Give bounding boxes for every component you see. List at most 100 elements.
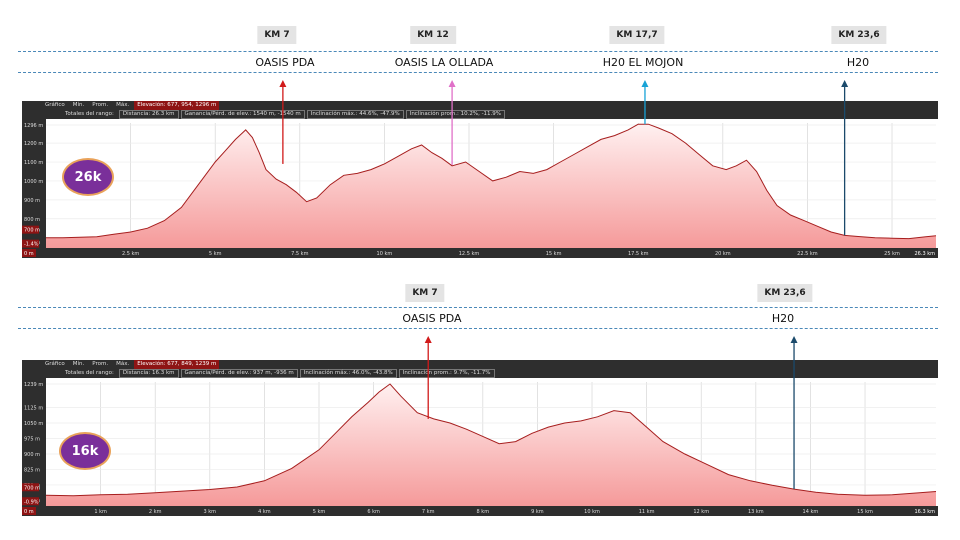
place-label-1: OASIS PDA bbox=[402, 312, 462, 325]
stats-avg-incline: Inclinación prom.: 10.2%, -11.9% bbox=[405, 110, 506, 119]
stats-row-2: Totales del rango: Distancia: 16.3 km Gana… bbox=[22, 369, 497, 378]
stats-totals-label: Totales del rango: bbox=[65, 370, 114, 376]
stats-gain: Ganancia/Pérd. de elev.: 937 m, -936 m bbox=[180, 369, 298, 378]
elevation-profile: Gráfico Mín. Prom. Máx. Elevación: 677, 849,… bbox=[22, 336, 938, 516]
x-start-box bbox=[22, 249, 36, 257]
stats-totals-label: Totales del rango: bbox=[65, 111, 114, 117]
x-tick-label: 1 km bbox=[94, 509, 107, 515]
y-tick-label: 825 m bbox=[24, 467, 40, 473]
stats-distance: Distancia: 16.3 km bbox=[118, 369, 179, 378]
checkpoint-arrow-head bbox=[841, 80, 849, 87]
y-tick-label: 1125 m bbox=[24, 406, 43, 412]
place-label-2: H20 bbox=[771, 312, 795, 325]
elevation-line bbox=[46, 123, 937, 240]
x-end-label: 26.3 km bbox=[915, 251, 936, 257]
x-tick-label: 22.5 km bbox=[797, 251, 818, 257]
start-grade-label: -1.4% bbox=[24, 242, 39, 248]
place-label-2: OASIS LA OLLADA bbox=[394, 56, 494, 69]
stats-bar: Gráfico Mín. Prom. Máx. Elevación: 677, 954,… bbox=[22, 101, 938, 119]
start-grade-label: -0.9% bbox=[24, 499, 39, 505]
place-label-4: H20 bbox=[846, 56, 870, 69]
x-axis-panel bbox=[22, 506, 938, 516]
km-label-1: KM 7 bbox=[405, 284, 445, 302]
y-tick-label: 800 m bbox=[24, 217, 40, 223]
divider-line bbox=[18, 328, 938, 329]
x-tick-label: 2.5 km bbox=[122, 251, 139, 257]
stats-header-avg: Prom. bbox=[92, 361, 109, 367]
y-tick-label: 1296 m bbox=[24, 123, 43, 129]
stats-header-min: Mín. bbox=[72, 361, 85, 367]
stats-row-1: Gráfico Mín. Prom. Máx. Elevación: 677, 954,… bbox=[22, 101, 221, 110]
y-axis-panel bbox=[22, 378, 46, 516]
stats-header-chart: Gráfico bbox=[45, 361, 65, 367]
elevation-line bbox=[45, 383, 937, 497]
km-label-2: KM 12 bbox=[410, 26, 456, 44]
x-tick-label: 12 km bbox=[693, 509, 709, 515]
distance-badge: 26k bbox=[62, 158, 114, 196]
km-label-3: KM 17,7 bbox=[609, 26, 665, 44]
checkpoint-arrow-head bbox=[790, 336, 798, 343]
stats-header-avg: Prom. bbox=[92, 102, 109, 108]
x-tick-label: 20 km bbox=[715, 251, 731, 257]
place-label-3: H20 EL MOJON bbox=[602, 56, 684, 69]
y-tick-label: 1239 m bbox=[24, 382, 43, 388]
x-tick-label: 9 km bbox=[531, 509, 544, 515]
y-tick-label: 1200 m bbox=[24, 141, 43, 147]
x-tick-label: 12.5 km bbox=[459, 251, 480, 257]
x-tick-label: 8 km bbox=[477, 509, 490, 515]
start-elev-label: 700 m bbox=[24, 228, 40, 234]
start-elev-label: 700 m bbox=[24, 485, 40, 491]
y-tick-label: 900 m bbox=[24, 198, 40, 204]
km-label-1: KM 7 bbox=[257, 26, 297, 44]
x-tick-label: 17.5 km bbox=[628, 251, 649, 257]
stats-elevation: Elevación: 677, 954, 1296 m bbox=[134, 101, 220, 110]
x-tick-label: 6 km bbox=[367, 509, 380, 515]
x-tick-label: 10 km bbox=[584, 509, 600, 515]
x-tick-label: 5 km bbox=[209, 251, 222, 257]
stats-header-min: Mín. bbox=[72, 102, 85, 108]
start-grade-box bbox=[22, 239, 39, 248]
stats-header-max: Máx. bbox=[116, 102, 130, 108]
checkpoint-arrow-head bbox=[641, 80, 649, 87]
stats-max-incline: Inclinación máx.: 44.6%, -47.9% bbox=[306, 110, 404, 119]
y-tick-label: 1050 m bbox=[24, 421, 43, 427]
start-elev-box bbox=[22, 483, 39, 492]
elevation-profile: Gráfico Mín. Prom. Máx. Elevación: 677, 954,… bbox=[22, 80, 938, 258]
stats-avg-incline: Inclinación prom.: 9.7%, -11.7% bbox=[398, 369, 495, 378]
x-tick-label: 13 km bbox=[748, 509, 764, 515]
x-start-box bbox=[22, 507, 36, 515]
stats-bar: Gráfico Mín. Prom. Máx. Elevación: 677, 849,… bbox=[22, 360, 938, 378]
km-label-2: KM 23,6 bbox=[757, 284, 813, 302]
x-axis-panel bbox=[22, 248, 938, 258]
y-tick-label: 975 m bbox=[24, 436, 40, 442]
stats-elevation: Elevación: 677, 849, 1239 m bbox=[134, 360, 220, 369]
x-tick-label: 3 km bbox=[204, 509, 217, 515]
x-start-label: 0 m bbox=[24, 251, 34, 257]
elevation-area bbox=[46, 384, 936, 506]
profile-panel-16k: KM 7 KM 23,6 OASIS PDA H20 Gráfico Mín. Pr… bbox=[0, 270, 960, 530]
stats-gain: Ganancia/Pérd. de elev.: 1540 m, -1540 m bbox=[180, 110, 305, 119]
elevation-area bbox=[46, 124, 936, 248]
divider-line bbox=[18, 307, 938, 308]
divider-line bbox=[18, 51, 938, 52]
y-tick-label: 1100 m bbox=[24, 160, 43, 166]
km-label-4: KM 23,6 bbox=[831, 26, 887, 44]
x-end-label: 16.3 km bbox=[915, 509, 936, 515]
x-tick-label: 4 km bbox=[258, 509, 271, 515]
x-tick-label: 10 km bbox=[377, 251, 393, 257]
profile-panel-26k: KM 7 KM 12 KM 17,7 KM 23,6 OASIS PDA OAS… bbox=[0, 0, 960, 260]
stats-row-1: Gráfico Mín. Prom. Máx. Elevación: 677, 849,… bbox=[22, 360, 221, 369]
stats-header-max: Máx. bbox=[116, 361, 130, 367]
checkpoint-arrow-head bbox=[424, 336, 432, 343]
x-tick-label: 5 km bbox=[313, 509, 326, 515]
x-tick-label: 7.5 km bbox=[291, 251, 308, 257]
stats-row-2: Totales del rango: Distancia: 26.3 km Gana… bbox=[22, 110, 507, 119]
checkpoint-arrow-head bbox=[448, 80, 456, 87]
start-elev-box bbox=[22, 225, 39, 234]
x-tick-label: 15 km bbox=[546, 251, 562, 257]
divider-line bbox=[18, 72, 938, 73]
x-tick-label: 11 km bbox=[639, 509, 655, 515]
y-tick-label: 1000 m bbox=[24, 179, 43, 185]
